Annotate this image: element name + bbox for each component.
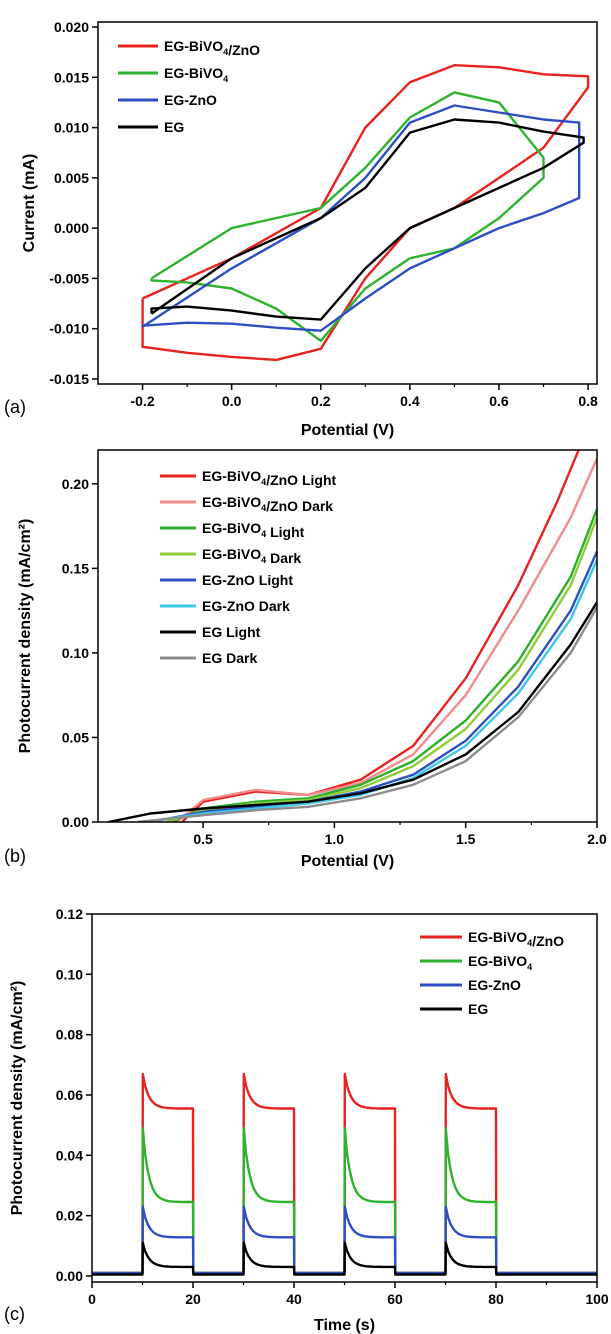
legend-label: EG-ZnO Light bbox=[202, 572, 293, 588]
x-tick-label: 1.0 bbox=[325, 831, 345, 847]
y-tick-label: 0.00 bbox=[56, 1268, 83, 1284]
legend-label: EG-ZnO Dark bbox=[202, 598, 290, 614]
series-line bbox=[108, 601, 597, 822]
legend-label: EG Light bbox=[202, 624, 261, 640]
x-tick-label: 100 bbox=[585, 1291, 609, 1307]
x-tick-label: 0.6 bbox=[489, 393, 509, 409]
x-tick-label: -0.2 bbox=[130, 393, 154, 409]
x-tick-label: 20 bbox=[185, 1291, 201, 1307]
y-tick-label: 0.05 bbox=[62, 729, 89, 745]
y-tick-label: 0.20 bbox=[62, 476, 89, 492]
series-line bbox=[141, 64, 590, 362]
legend: EG-BiVO4/ZnO EG-BiVO4 EG-ZnO EG bbox=[420, 929, 564, 1017]
series-line bbox=[150, 91, 545, 342]
legend-label: EG-ZnO bbox=[468, 977, 521, 993]
series-line bbox=[181, 450, 580, 822]
x-tick-label: 0 bbox=[88, 1291, 96, 1307]
y-axis-label: Current (mA) bbox=[21, 154, 38, 253]
series-line bbox=[176, 458, 597, 822]
y-axis-label: Photocurrent density (mA/cm²) bbox=[17, 519, 34, 754]
x-tick-label: 0.0 bbox=[222, 393, 242, 409]
x-axis-label: Time (s) bbox=[314, 1317, 375, 1334]
x-axis-label: Potential (V) bbox=[301, 422, 394, 439]
legend: EG-BiVO4/ZnO EG-BiVO4 EG-ZnO EG bbox=[118, 38, 260, 135]
legend-label: EG bbox=[164, 119, 184, 135]
legend-label: EG bbox=[468, 1001, 488, 1017]
series-line bbox=[171, 508, 597, 822]
panel-label: (b) bbox=[4, 846, 26, 866]
axes-frame bbox=[97, 21, 598, 385]
panel-label: (a) bbox=[4, 397, 26, 417]
y-tick-label: -0.010 bbox=[49, 321, 89, 337]
legend-label: EG-BiVO4 bbox=[164, 65, 229, 84]
x-tick-label: 0.4 bbox=[400, 393, 420, 409]
x-tick-label: 0.2 bbox=[311, 393, 331, 409]
y-tick-label: 0.005 bbox=[54, 170, 89, 186]
y-tick-label: 0.000 bbox=[54, 220, 89, 236]
x-tick-label: 1.5 bbox=[456, 831, 476, 847]
panel-label: (c) bbox=[4, 1304, 25, 1324]
x-tick-label: 0.5 bbox=[193, 831, 213, 847]
y-tick-label: 0.08 bbox=[56, 1027, 83, 1043]
legend-label: EG-BiVO4/ZnO bbox=[468, 929, 564, 949]
y-tick-label: 0.15 bbox=[62, 560, 89, 576]
x-tick-label: 2.0 bbox=[587, 831, 607, 847]
series-line bbox=[150, 551, 597, 822]
legend-label: EG-BiVO4/ZnO Dark bbox=[202, 494, 333, 514]
series-line bbox=[92, 1205, 597, 1275]
y-tick-label: 0.02 bbox=[56, 1208, 83, 1224]
chart-panel-a: -0.2 0.0 0.2 0.4 0.6 0.8 -0.015 -0.010 -0.005 0.0… bbox=[4, 19, 598, 439]
y-axis-label: Photocurrent density (mA/cm²) bbox=[9, 981, 26, 1216]
legend-label: EG-ZnO bbox=[164, 92, 217, 108]
y-tick-label: 0.015 bbox=[54, 69, 89, 85]
y-tick-label: -0.015 bbox=[49, 371, 89, 387]
legend-label: EG-BiVO4/ZnO Light bbox=[202, 468, 337, 488]
series-line bbox=[92, 1241, 597, 1276]
y-tick-label: 0.10 bbox=[62, 645, 89, 661]
series-line bbox=[150, 118, 585, 321]
x-tick-label: 40 bbox=[286, 1291, 302, 1307]
legend-label: EG Dark bbox=[202, 650, 257, 666]
chart-panel-b: 0.5 1.0 1.5 2.0 0.00 0.05 0.10 0.15 0.20 Potentia… bbox=[4, 449, 607, 870]
plot-area bbox=[108, 450, 597, 822]
y-tick-label: -0.005 bbox=[49, 270, 89, 286]
legend-label: EG-BiVO4/ZnO bbox=[164, 38, 260, 58]
chart-panel-c: 0 20 40 60 80 100 0.00 0.02 0.04 0.06 0.08 0.10 0.12… bbox=[4, 906, 609, 1334]
legend-label: EG-BiVO4 Dark bbox=[202, 546, 301, 566]
y-tick-label: 0.12 bbox=[56, 906, 83, 922]
y-tick-label: 0.04 bbox=[56, 1147, 83, 1163]
legend-label: EG-BiVO4 Light bbox=[202, 520, 305, 540]
y-tick-label: 0.00 bbox=[62, 814, 89, 830]
y-tick-label: 0.06 bbox=[56, 1087, 83, 1103]
y-tick-label: 0.020 bbox=[54, 19, 89, 35]
series-line bbox=[141, 104, 581, 332]
series-line bbox=[137, 606, 597, 822]
x-axis-label: Potential (V) bbox=[301, 853, 394, 870]
y-tick-label: 0.10 bbox=[56, 966, 83, 982]
x-tick-label: 60 bbox=[387, 1291, 403, 1307]
legend-label: EG-BiVO4 bbox=[468, 953, 533, 972]
plot-area bbox=[92, 1072, 597, 1276]
x-tick-label: 0.8 bbox=[578, 393, 598, 409]
axes-frame bbox=[97, 449, 598, 823]
y-tick-label: 0.010 bbox=[54, 120, 89, 136]
plot-area bbox=[141, 64, 590, 362]
legend: EG-BiVO4/ZnO Light EG-BiVO4/ZnO Dark EG-Bi… bbox=[160, 468, 337, 666]
x-tick-label: 80 bbox=[488, 1291, 504, 1307]
